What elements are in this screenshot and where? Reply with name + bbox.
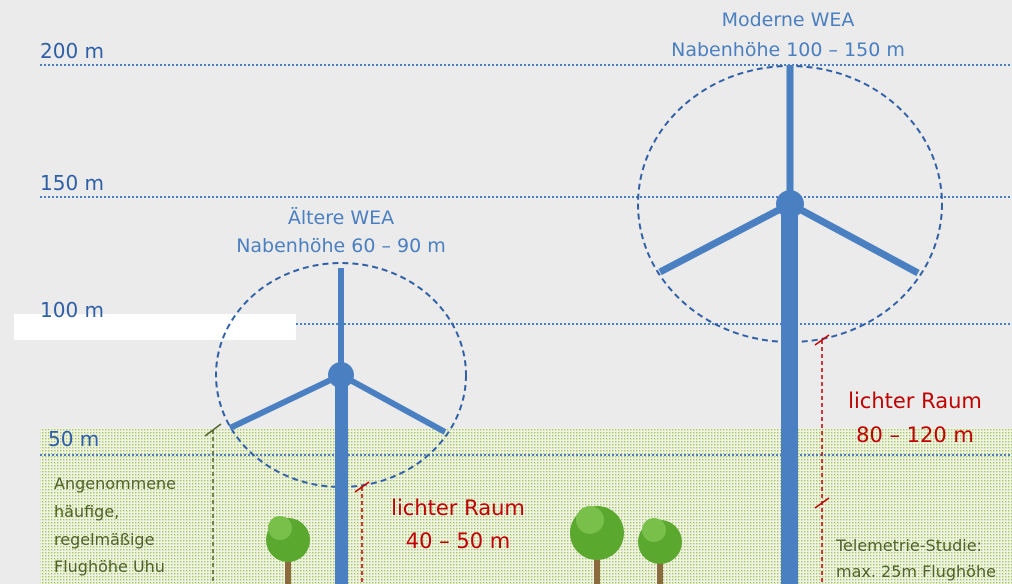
turbine-title: Moderne WEA	[722, 9, 855, 31]
clearance-value: 80 – 120 m	[856, 423, 974, 447]
turbine-title: Ältere WEA	[288, 206, 394, 229]
height-label: 150 m	[40, 171, 104, 195]
hub-height: Nabenhöhe 100 – 150 m	[671, 39, 905, 61]
height-label: 100 m	[40, 298, 104, 322]
owl-note: häufige,	[54, 502, 119, 521]
hub-height: Nabenhöhe 60 – 90 m	[236, 235, 446, 257]
telemetry-note: Telemetrie-Studie:	[835, 536, 982, 555]
owl-note: Angenommene	[54, 474, 176, 493]
owl-note: Flughöhe Uhu	[54, 557, 165, 576]
height-label: 50 m	[48, 427, 99, 451]
clearance-value: 40 – 50 m	[406, 529, 510, 553]
clearance-label: lichter Raum	[391, 496, 525, 520]
height-label: 200 m	[40, 39, 104, 63]
owl-note: regelmäßige	[54, 530, 154, 549]
telemetry-note: max. 25m Flughöhe	[836, 562, 996, 581]
clearance-label: lichter Raum	[848, 389, 982, 413]
diagram: 200 m 150 m 100 m 50 m Älte	[0, 0, 1012, 584]
ground-zone	[40, 428, 1012, 584]
